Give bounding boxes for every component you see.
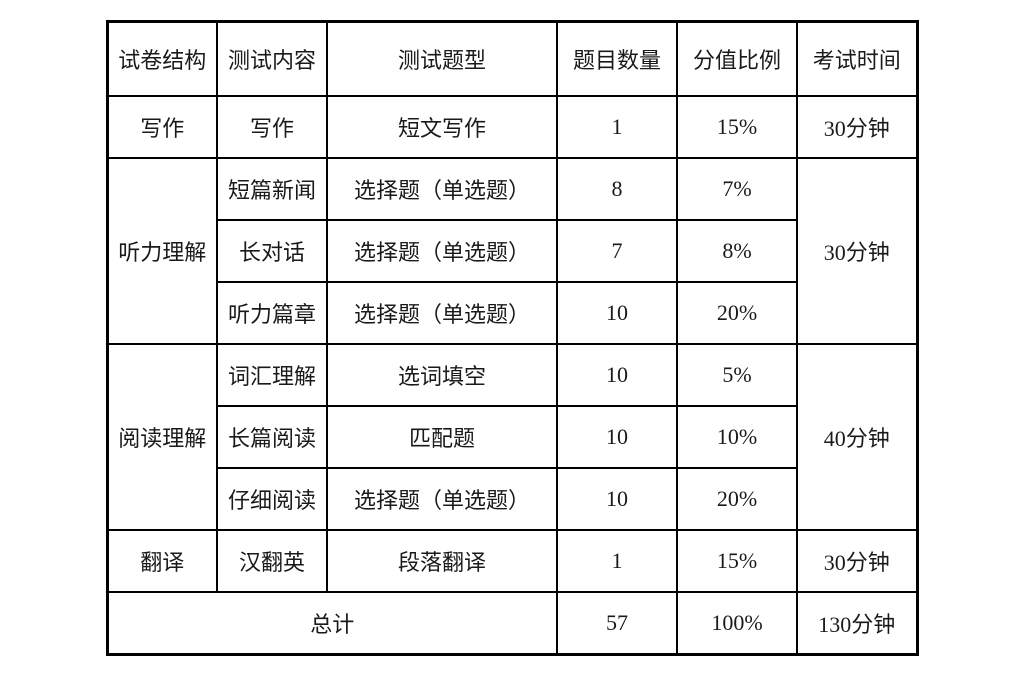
cell-percent: 5% — [677, 344, 797, 406]
table-row: 听力篇章 选择题（单选题） 10 20% — [107, 282, 917, 344]
table-row: 长对话 选择题（单选题） 7 8% — [107, 220, 917, 282]
cell-type: 选择题（单选题） — [327, 220, 557, 282]
table-row: 仔细阅读 选择题（单选题） 10 20% — [107, 468, 917, 530]
cell-count: 10 — [557, 406, 677, 468]
cell-percent: 7% — [677, 158, 797, 220]
table-row: 长篇阅读 匹配题 10 10% — [107, 406, 917, 468]
cell-content: 短篇新闻 — [217, 158, 327, 220]
cell-count: 1 — [557, 96, 677, 158]
table-row: 听力理解 短篇新闻 选择题（单选题） 8 7% 30分钟 — [107, 158, 917, 220]
cell-structure: 翻译 — [107, 530, 217, 592]
cell-count: 10 — [557, 468, 677, 530]
table-row: 翻译 汉翻英 段落翻译 1 15% 30分钟 — [107, 530, 917, 592]
table-row: 写作 写作 短文写作 1 15% 30分钟 — [107, 96, 917, 158]
cell-percent: 20% — [677, 282, 797, 344]
cell-time: 30分钟 — [797, 530, 917, 592]
table-header-row: 试卷结构 测试内容 测试题型 题目数量 分值比例 考试时间 — [107, 22, 917, 97]
table-total-row: 总计 57 100% 130分钟 — [107, 592, 917, 655]
cell-type: 选择题（单选题） — [327, 158, 557, 220]
header-time: 考试时间 — [797, 22, 917, 97]
cell-count: 8 — [557, 158, 677, 220]
cell-time: 30分钟 — [797, 158, 917, 344]
header-percent: 分值比例 — [677, 22, 797, 97]
header-count: 题目数量 — [557, 22, 677, 97]
cell-count: 7 — [557, 220, 677, 282]
cell-total-label: 总计 — [107, 592, 557, 655]
cell-count: 10 — [557, 344, 677, 406]
cell-percent: 15% — [677, 96, 797, 158]
cell-percent: 15% — [677, 530, 797, 592]
table-row: 阅读理解 词汇理解 选词填空 10 5% 40分钟 — [107, 344, 917, 406]
cell-structure: 听力理解 — [107, 158, 217, 344]
cell-percent: 10% — [677, 406, 797, 468]
cell-content: 长对话 — [217, 220, 327, 282]
cell-type: 段落翻译 — [327, 530, 557, 592]
cell-total-percent: 100% — [677, 592, 797, 655]
cell-content: 写作 — [217, 96, 327, 158]
cell-count: 1 — [557, 530, 677, 592]
header-content: 测试内容 — [217, 22, 327, 97]
cell-type: 选择题（单选题） — [327, 468, 557, 530]
cell-structure: 写作 — [107, 96, 217, 158]
header-structure: 试卷结构 — [107, 22, 217, 97]
cell-percent: 20% — [677, 468, 797, 530]
cell-type: 选词填空 — [327, 344, 557, 406]
cell-content: 词汇理解 — [217, 344, 327, 406]
cell-content: 仔细阅读 — [217, 468, 327, 530]
cell-percent: 8% — [677, 220, 797, 282]
cell-content: 汉翻英 — [217, 530, 327, 592]
cell-total-count: 57 — [557, 592, 677, 655]
cell-total-time: 130分钟 — [797, 592, 917, 655]
cell-type: 短文写作 — [327, 96, 557, 158]
exam-structure-table: 试卷结构 测试内容 测试题型 题目数量 分值比例 考试时间 写作 写作 短文写作… — [106, 20, 919, 656]
cell-content: 听力篇章 — [217, 282, 327, 344]
cell-structure: 阅读理解 — [107, 344, 217, 530]
cell-type: 选择题（单选题） — [327, 282, 557, 344]
cell-type: 匹配题 — [327, 406, 557, 468]
cell-time: 40分钟 — [797, 344, 917, 530]
cell-count: 10 — [557, 282, 677, 344]
cell-content: 长篇阅读 — [217, 406, 327, 468]
header-type: 测试题型 — [327, 22, 557, 97]
cell-time: 30分钟 — [797, 96, 917, 158]
